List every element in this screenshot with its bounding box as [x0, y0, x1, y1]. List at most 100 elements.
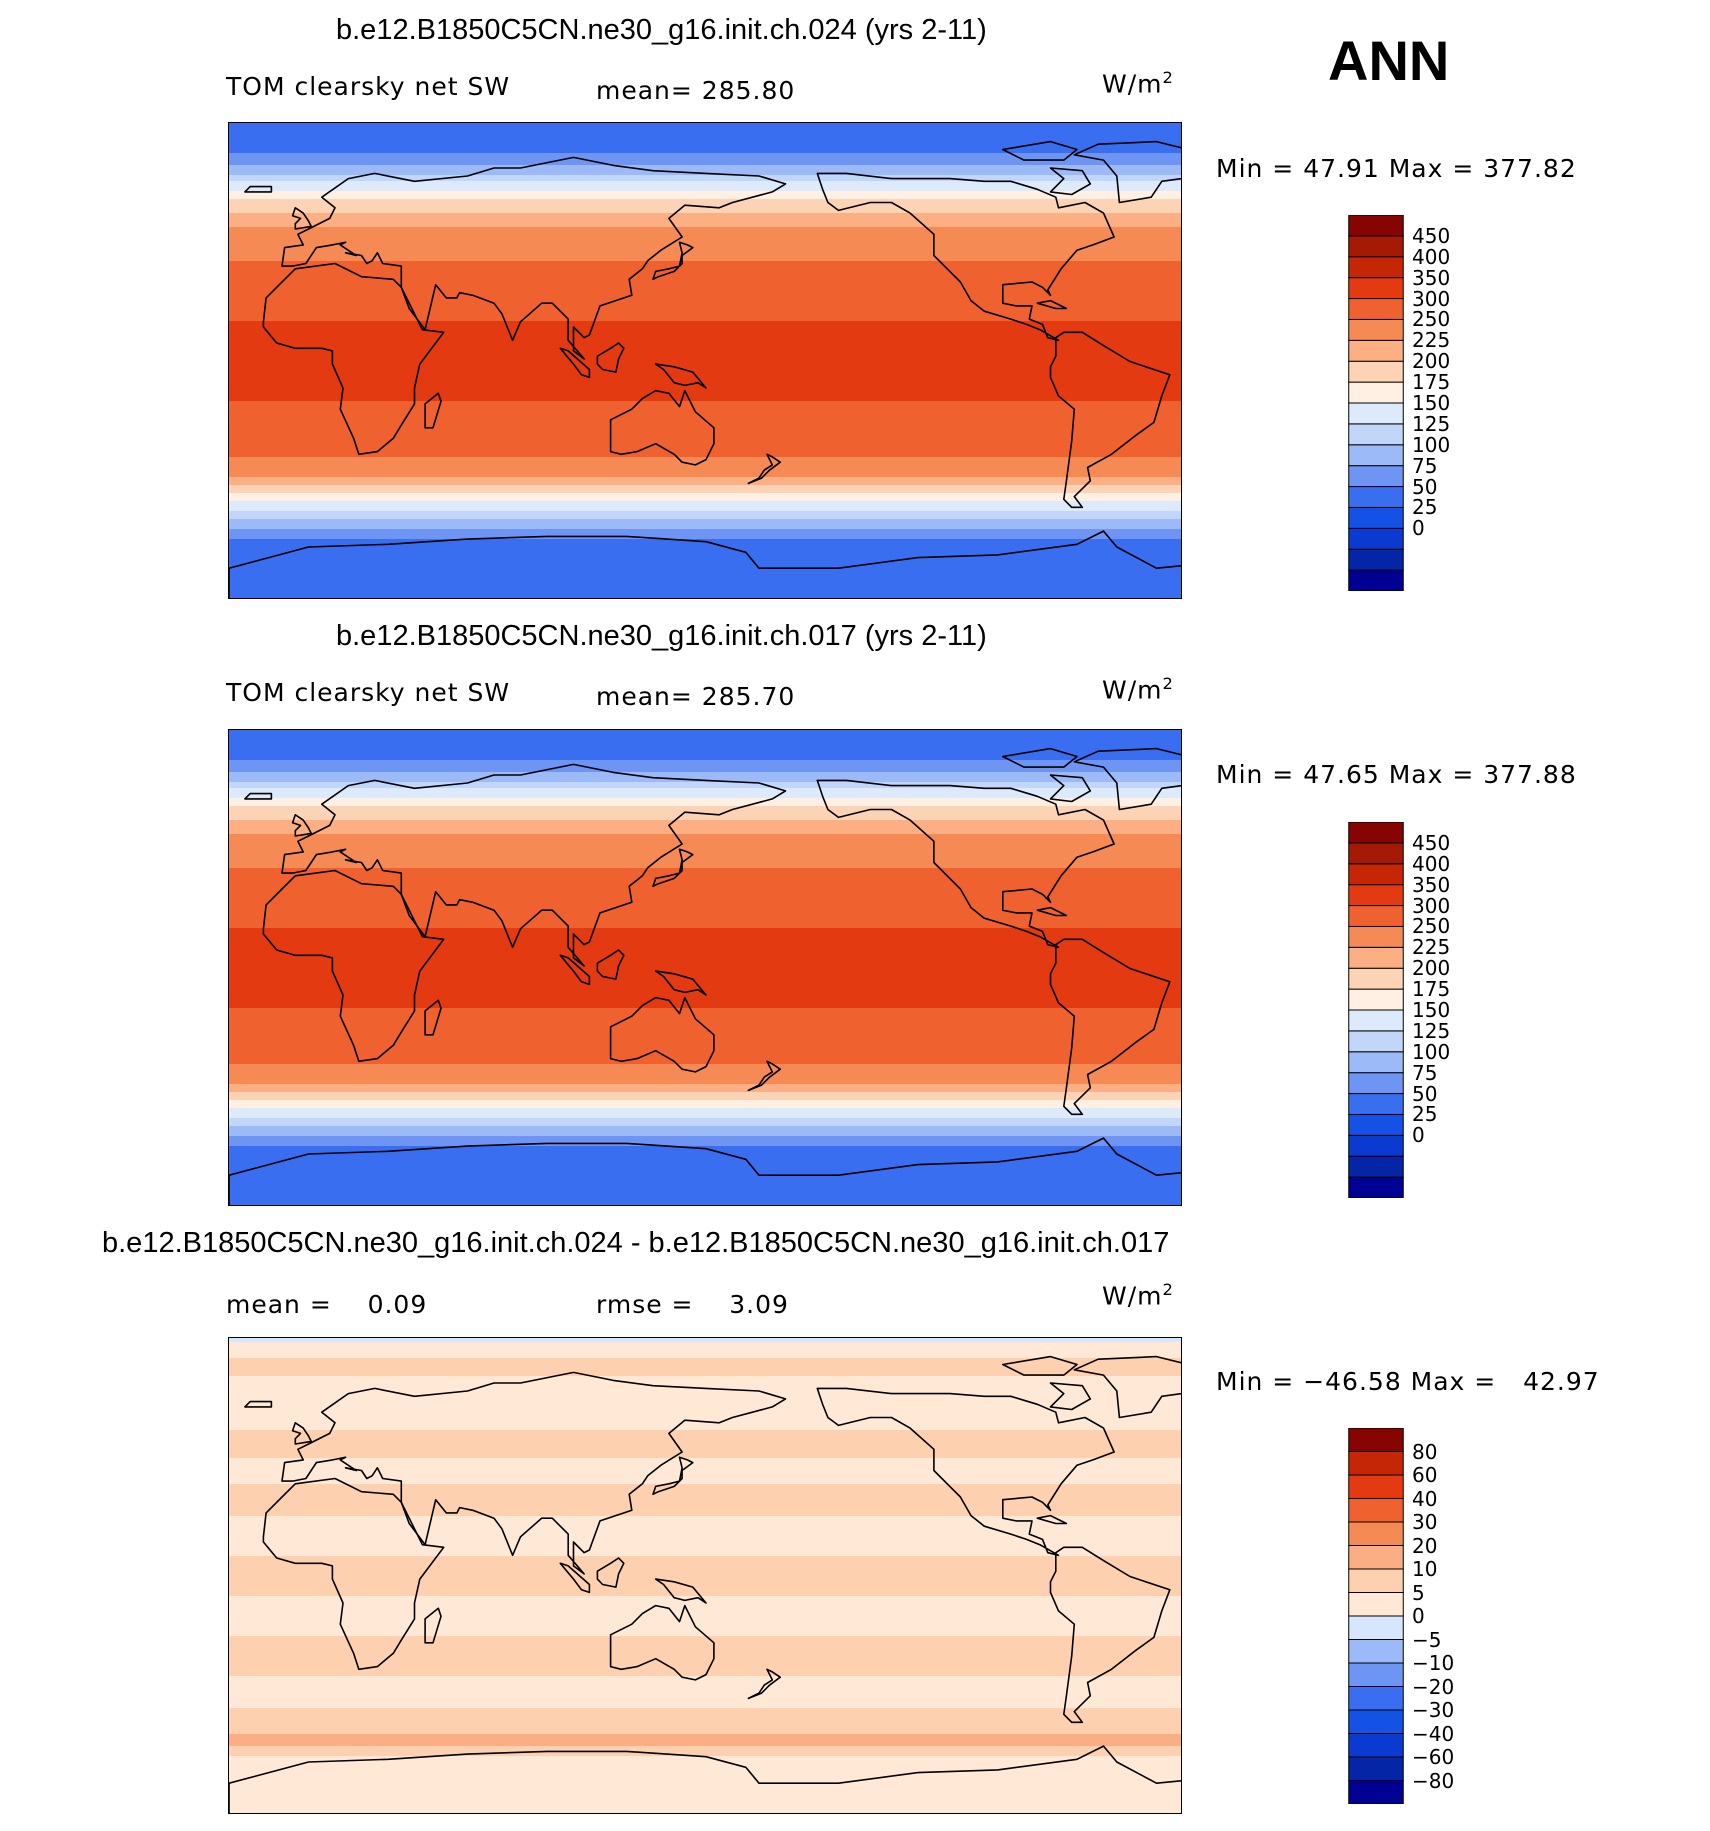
panel3-band	[229, 1630, 1181, 1633]
panel3-band	[229, 1780, 1181, 1783]
panel2-band	[229, 1174, 1181, 1177]
panel1-band	[229, 583, 1181, 586]
panel3-band	[229, 1764, 1181, 1767]
panel3-colorbar-tick: −20	[1412, 1674, 1455, 1699]
panel1-band	[229, 489, 1181, 492]
panel2-band	[229, 758, 1181, 761]
panel1-band	[229, 143, 1181, 146]
panel1-band	[229, 585, 1181, 588]
panel1-band	[229, 347, 1181, 350]
panel3-band	[229, 1812, 1181, 1813]
panel2-band	[229, 1120, 1181, 1123]
panel3-coastlines	[229, 1355, 1181, 1813]
panel1-colorbar-swatch	[1348, 381, 1404, 404]
panel1-colorbar-swatch	[1348, 318, 1404, 341]
panel2-band	[229, 1064, 1181, 1067]
panel3-band	[229, 1760, 1181, 1763]
panel1-colorbar-tick: 225	[1412, 328, 1451, 353]
panel1-colorbar-swatch	[1348, 360, 1404, 383]
panel2-band	[229, 970, 1181, 973]
panel1-band	[229, 341, 1181, 344]
panel1-band	[229, 503, 1181, 506]
panel3-band	[229, 1472, 1181, 1475]
panel2-band	[229, 966, 1181, 969]
panel1-band	[229, 453, 1181, 456]
panel1-coast-iceland	[244, 185, 273, 193]
panel2-band	[229, 1186, 1181, 1189]
panel2-band	[229, 902, 1181, 905]
panel3-band	[229, 1476, 1181, 1479]
panel1-band	[229, 349, 1181, 352]
panel2-band	[229, 1062, 1181, 1065]
panel3-band	[229, 1644, 1181, 1647]
panel3-colorbar-tick: −60	[1412, 1745, 1455, 1769]
panel2-band	[229, 1114, 1181, 1117]
panel3-colorbar-swatch	[1348, 1756, 1404, 1781]
panel2-band	[229, 994, 1181, 997]
panel1-band	[229, 291, 1181, 294]
panel2-band	[229, 820, 1181, 823]
panel1-band	[229, 183, 1181, 186]
panel3-band	[229, 1566, 1181, 1569]
panel1-colorbar-tick: 450	[1412, 223, 1451, 248]
panel3-band	[229, 1496, 1181, 1499]
panel1-band	[229, 417, 1181, 420]
panel3-coast-samerica	[1049, 1546, 1171, 1724]
panel2-band	[229, 754, 1181, 757]
panel1-band	[229, 365, 1181, 368]
panel1-band	[229, 573, 1181, 576]
panel1-band	[229, 329, 1181, 332]
panel2-band	[229, 1054, 1181, 1057]
panel1-band	[229, 267, 1181, 270]
panel1-band	[229, 177, 1181, 180]
panel1-band	[229, 333, 1181, 336]
panel2-band	[229, 784, 1181, 787]
panel3-coast-madagascar	[424, 1607, 442, 1644]
panel2-band	[229, 888, 1181, 891]
panel3-band	[229, 1408, 1181, 1411]
panel3-band	[229, 1530, 1181, 1533]
panel2-band	[229, 828, 1181, 831]
panel2-band	[229, 1096, 1181, 1099]
panel2-band	[229, 1188, 1181, 1191]
panel2-colorbar-tick: 250	[1412, 914, 1451, 939]
panel1-band	[229, 223, 1181, 226]
panel3-band	[229, 1742, 1181, 1745]
panel2-band	[229, 1180, 1181, 1183]
panel2-band	[229, 762, 1181, 765]
panel2-band	[229, 750, 1181, 753]
panel3-colorbar-swatch	[1348, 1686, 1404, 1711]
panel2-colorbar-swatch	[1348, 1093, 1404, 1115]
panel2-band	[229, 760, 1181, 763]
panel1-coast-antarctica	[229, 530, 1181, 598]
panel1-band	[229, 513, 1181, 516]
panel1-band	[229, 245, 1181, 248]
panel1-colorbar-swatch	[1348, 298, 1404, 320]
panel2-colorbar-swatch	[1348, 1009, 1404, 1032]
panel1-band	[229, 269, 1181, 272]
panel2-coast-baffin	[1049, 774, 1092, 803]
panel1-band	[229, 383, 1181, 386]
panel2-colorbar-swatch	[1348, 1113, 1404, 1136]
panel1-colorbar-tick: 100	[1412, 432, 1451, 457]
panel1-band	[229, 449, 1181, 452]
panel2-band	[229, 980, 1181, 983]
panel3-coast-uk	[291, 1422, 312, 1445]
panel3-band	[229, 1474, 1181, 1477]
panel3-band	[229, 1656, 1181, 1659]
panel3-band	[229, 1426, 1181, 1429]
panel1-band	[229, 391, 1181, 394]
panel1-band	[229, 511, 1181, 514]
panel1-band	[229, 309, 1181, 312]
panel3-band	[229, 1362, 1181, 1365]
panel1-band	[229, 577, 1181, 580]
panel1-mean: mean= 285.80	[596, 76, 796, 105]
panel3-band	[229, 1480, 1181, 1483]
panel1-band	[229, 311, 1181, 314]
panel3-band	[229, 1768, 1181, 1771]
panel3-band	[229, 1394, 1181, 1397]
panel1-band	[229, 477, 1181, 480]
panel1-band	[229, 151, 1181, 154]
panel1-band	[229, 405, 1181, 408]
panel3-band	[229, 1550, 1181, 1553]
